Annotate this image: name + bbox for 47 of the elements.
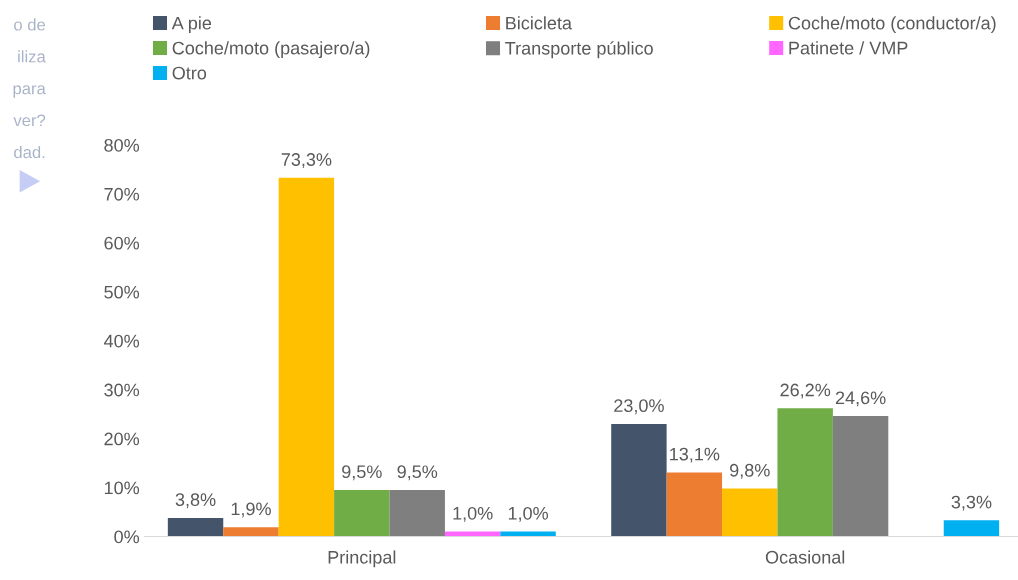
legend-label: Bicicleta [506, 16, 572, 30]
bar [666, 472, 723, 537]
bar [611, 423, 667, 537]
bar [943, 520, 1000, 537]
data-label: 1,9% [231, 502, 271, 518]
data-label: 26,2% [780, 383, 831, 399]
legend-label: Coche/moto (conductor/a) [788, 16, 996, 34]
data-label: 3,3% [951, 495, 992, 511]
y-tick-label: 20% [104, 432, 140, 446]
text: dad. [14, 145, 45, 159]
bar [334, 490, 390, 537]
data-label: 73,3% [281, 153, 332, 169]
text: iliza [18, 50, 46, 63]
bar [777, 408, 833, 537]
text: para [13, 85, 46, 98]
text: ver? [13, 114, 46, 127]
data-label: 24,6% [835, 391, 886, 407]
bar [389, 490, 445, 537]
bar [832, 416, 889, 537]
y-tick-label: 10% [104, 481, 140, 495]
x-tick-label: Ocasional [765, 550, 845, 564]
data-label: 3,8% [175, 493, 216, 509]
y-tick-label: 0% [114, 530, 140, 544]
y-tick-label: 70% [104, 187, 140, 201]
data-label: 13,1% [670, 447, 720, 463]
legend-label: A pie [171, 16, 212, 34]
legend-label: Coche/moto (pasajero/a) [172, 41, 370, 59]
y-tick-label: 80% [104, 138, 140, 152]
data-label: 1,0% [453, 506, 493, 522]
bar [278, 177, 335, 537]
legend-label: Otro [172, 66, 207, 80]
legend-label: Transporte público [505, 41, 653, 59]
x-tick-label: Principal [328, 550, 396, 568]
y-tick-label: 50% [104, 285, 140, 299]
bar [223, 527, 279, 537]
data-label: 9,5% [342, 465, 382, 481]
bar [167, 517, 224, 537]
y-tick-label: 40% [103, 334, 140, 348]
y-tick-label: 30% [104, 383, 140, 397]
bar [722, 488, 778, 537]
data-label: 9,5% [397, 465, 438, 481]
text: o de [14, 18, 46, 31]
data-label: 9,8% [730, 463, 770, 479]
y-tick-label: 60% [104, 236, 140, 250]
data-label: 23,0% [614, 399, 664, 415]
data-label: 1,0% [508, 506, 549, 522]
legend-label: Patinete / VMP [789, 41, 908, 55]
